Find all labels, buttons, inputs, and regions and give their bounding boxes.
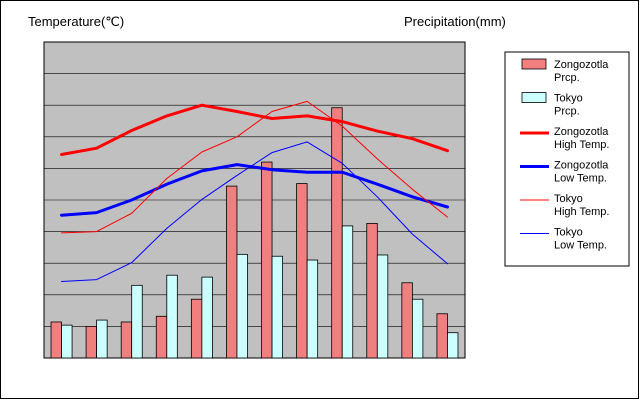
legend-box: [504, 51, 630, 267]
bar-zongozotla-precip: [401, 282, 413, 359]
bar-tokyo-precip: [271, 255, 283, 359]
legend-label: High Temp.: [554, 139, 609, 151]
zongozotla-low-temp-line: [60, 163, 449, 217]
legend-label: Zongozotla: [554, 160, 609, 172]
bars-group: [50, 107, 459, 359]
bar-zongozotla-precip: [155, 315, 168, 359]
legend-label: Prcp.: [554, 106, 580, 118]
bar-zongozotla-precip: [436, 313, 448, 359]
legend-label: Tokyo: [554, 93, 583, 105]
bar-zongozotla-precip: [366, 222, 378, 359]
legend-label: Zongozotla: [554, 59, 609, 71]
bar-tokyo-precip: [236, 253, 248, 359]
bar-tokyo-precip: [96, 319, 108, 359]
tokyo-low-temp-line: [61, 141, 448, 282]
bar-tokyo-precip: [447, 332, 459, 359]
legend-label: Zongozotla: [554, 126, 609, 138]
tokyo-high-temp-line: [61, 100, 448, 234]
bar-zongozotla-precip: [226, 185, 238, 359]
bar-tokyo-precip: [61, 324, 73, 359]
legend-label: Low Temp.: [554, 173, 607, 185]
bar-zongozotla-precip: [331, 107, 343, 359]
legend: ZongozotlaPrcp.TokyoPrcp.ZongozotlaHigh …: [520, 58, 609, 252]
bar-zongozotla-precip: [190, 298, 203, 359]
legend-label: Tokyo: [554, 193, 583, 205]
bar-tokyo-precip: [166, 274, 178, 359]
bar-zongozotla-precip: [50, 321, 62, 359]
bar-tokyo-precip: [376, 254, 389, 359]
legend-swatch-bar: [521, 92, 547, 103]
zongozotla-high-temp-line: [60, 103, 449, 156]
right-axis-title: Precipitation(mm): [404, 14, 506, 29]
legend-label: Prcp.: [554, 72, 580, 84]
bar-zongozotla-precip: [85, 325, 98, 359]
grid-lines: [44, 73, 465, 327]
legend-label: Tokyo: [554, 227, 583, 239]
bar-zongozotla-precip: [261, 161, 273, 359]
bar-zongozotla-precip: [296, 183, 308, 359]
bar-tokyo-precip: [341, 225, 354, 359]
lines-group: [60, 100, 449, 282]
bar-tokyo-precip: [306, 259, 319, 359]
legend-label: Low Temp.: [554, 240, 607, 252]
bar-tokyo-precip: [131, 284, 143, 359]
bar-zongozotla-precip: [120, 321, 133, 359]
left-axis-title: Temperature(℃): [28, 14, 124, 29]
bar-tokyo-precip: [411, 298, 424, 359]
legend-label: High Temp.: [554, 206, 609, 218]
legend-swatch-bar: [521, 58, 547, 70]
bar-tokyo-precip: [201, 276, 213, 359]
